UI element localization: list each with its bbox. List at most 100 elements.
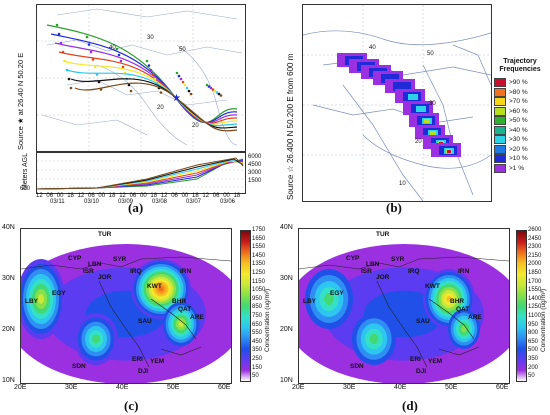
- colorbar-tick: 50: [252, 373, 259, 380]
- date-tick: 03/11: [50, 199, 65, 205]
- date-axis: 03/11 03/10 03/09 03/08 03/07 03/06: [36, 199, 244, 207]
- trajectory-point: [147, 64, 151, 67]
- concentration-contour: [369, 333, 379, 345]
- colorbar-tick: 1550: [528, 287, 542, 294]
- x-tick: 50E: [445, 384, 458, 391]
- freq-cell: [447, 150, 451, 153]
- trajectory-point: [145, 59, 149, 63]
- country-label: QAT: [456, 306, 470, 313]
- legend-swatch: [494, 154, 506, 163]
- legend-item: >10 %: [494, 154, 550, 163]
- colorbar-tick: 450: [252, 338, 263, 345]
- legend-label: >50 %: [509, 117, 528, 124]
- trajectory-point: [93, 65, 97, 69]
- trajectory-point: [95, 73, 99, 76]
- panel-b: Source ☆ 26.400 N 50.200 E from 600 m: [272, 0, 550, 215]
- country-label: JOR: [376, 274, 390, 281]
- trajectory-point: [91, 58, 95, 61]
- trajectory-point: [65, 68, 69, 72]
- height-tick: 3000: [248, 170, 262, 176]
- trajectory-point: [121, 65, 125, 69]
- trajectory-point: [207, 85, 211, 88]
- country-label: YEM: [150, 358, 165, 365]
- trajectory-map-a: ★ 30 40 50 20 20: [36, 4, 246, 152]
- y-axis-d: 40N 30N 20N 10N: [280, 224, 298, 384]
- country-label: SDN: [72, 363, 86, 370]
- height-tick: 1500: [248, 178, 262, 184]
- date-tick: 03/07: [186, 199, 202, 205]
- colorbar-tick: 950: [528, 321, 539, 328]
- concentration-contour: [92, 334, 100, 344]
- country-label: IRN: [180, 268, 192, 275]
- map-number: 50: [179, 47, 186, 53]
- time-tick: 12: [36, 193, 43, 199]
- country-label: SAU: [138, 318, 152, 325]
- colorbar-ticks-d: 2600 2450 2300 2150 2000 1850 1700 1550 1400 1250…: [528, 227, 550, 383]
- trajectory-point: [211, 88, 215, 91]
- legend-title: Trajectory Frequencies: [499, 58, 541, 73]
- country-label: BHR: [450, 298, 465, 305]
- freq-cell: [393, 82, 411, 91]
- panel-d: 2600 2450 2300 2150 2000 1850 1700 1550 1400 1250…: [278, 222, 550, 415]
- country-label: ISR: [361, 268, 372, 275]
- country-label: TUR: [376, 231, 390, 238]
- y-tick: 10N: [280, 377, 293, 384]
- height-ticks-right: 6000 4500 3000 1500: [248, 154, 270, 186]
- trajectory-point: [179, 77, 183, 81]
- country-label: LBY: [303, 298, 316, 305]
- country-label: CYP: [346, 255, 360, 262]
- x-tick: 20E: [292, 384, 305, 391]
- time-tick: 12: [119, 193, 126, 199]
- map-number: 30: [147, 35, 154, 41]
- colorbar-tick: 650: [252, 321, 263, 328]
- trajectory-point: [129, 89, 133, 93]
- colorbar-tick: 1250: [528, 304, 542, 311]
- trajectory-frequency-legend: Trajectory Frequencies >90 % >80 % >70 % >6…: [492, 58, 550, 208]
- time-tick: 12: [77, 193, 85, 199]
- y-tick: 20N: [280, 326, 293, 333]
- y-axis-c: 40N 30N 20N 10N: [2, 224, 20, 384]
- map-number: 20: [192, 123, 199, 129]
- country-label: BHR: [172, 298, 187, 305]
- panel-label-b: (b): [386, 200, 402, 215]
- height-axis-label: Meters AGL: [22, 153, 29, 190]
- colorbar-label-d: Concentration (ug/m³): [540, 288, 547, 352]
- trajectory-point: [185, 86, 189, 90]
- y-tick: 20N: [2, 326, 15, 333]
- trajectory-point: [177, 74, 181, 78]
- country-label: JOR: [98, 274, 112, 281]
- legend-label: >1 %: [509, 164, 524, 172]
- frequency-map-svg: [303, 5, 491, 201]
- x-tick: 60E: [218, 384, 231, 391]
- trajectory-point: [209, 86, 213, 90]
- trajectory-map-svg: ★: [37, 5, 245, 151]
- legend-item: >60 %: [494, 106, 550, 116]
- trajectory-point: [63, 59, 67, 63]
- freq-cell: [381, 74, 399, 83]
- colorbar-tick: 2600: [528, 227, 542, 233]
- legend-swatch: [494, 106, 506, 116]
- concentration-map-c-svg: [21, 229, 231, 383]
- legend-swatch: [494, 97, 506, 106]
- x-tick: 30E: [343, 384, 356, 391]
- time-tick: 06: [129, 193, 137, 199]
- country-label: LBN: [366, 261, 380, 268]
- country-label: QAT: [178, 306, 192, 313]
- trajectory-point: [159, 91, 163, 94]
- colorbar-tick: 200: [528, 364, 539, 371]
- time-tick: 18: [108, 193, 116, 199]
- colorbar-tick: 1400: [528, 295, 542, 302]
- date-tick: 03/10: [84, 199, 100, 205]
- legend-label: >20 %: [509, 145, 528, 153]
- colorbar-tick: 1650: [252, 235, 266, 242]
- country-labels-c: TUR CYP LBN SYR ISR JOR IRQ IRN EGY KWT BHR QAT SAU A…: [20, 228, 230, 382]
- legend-swatch: [494, 135, 506, 144]
- time-tick: 18: [192, 193, 199, 199]
- trajectory-line: [54, 42, 238, 124]
- time-tick: 06: [171, 193, 178, 199]
- trajectory-point: [213, 89, 217, 93]
- source-label-b: Source ☆ 26.400 N 50.200 E from 600 m: [286, 53, 295, 200]
- legend-item: >80 %: [494, 87, 550, 97]
- concentration-contour: [38, 294, 44, 304]
- country-label: DJI: [138, 368, 149, 375]
